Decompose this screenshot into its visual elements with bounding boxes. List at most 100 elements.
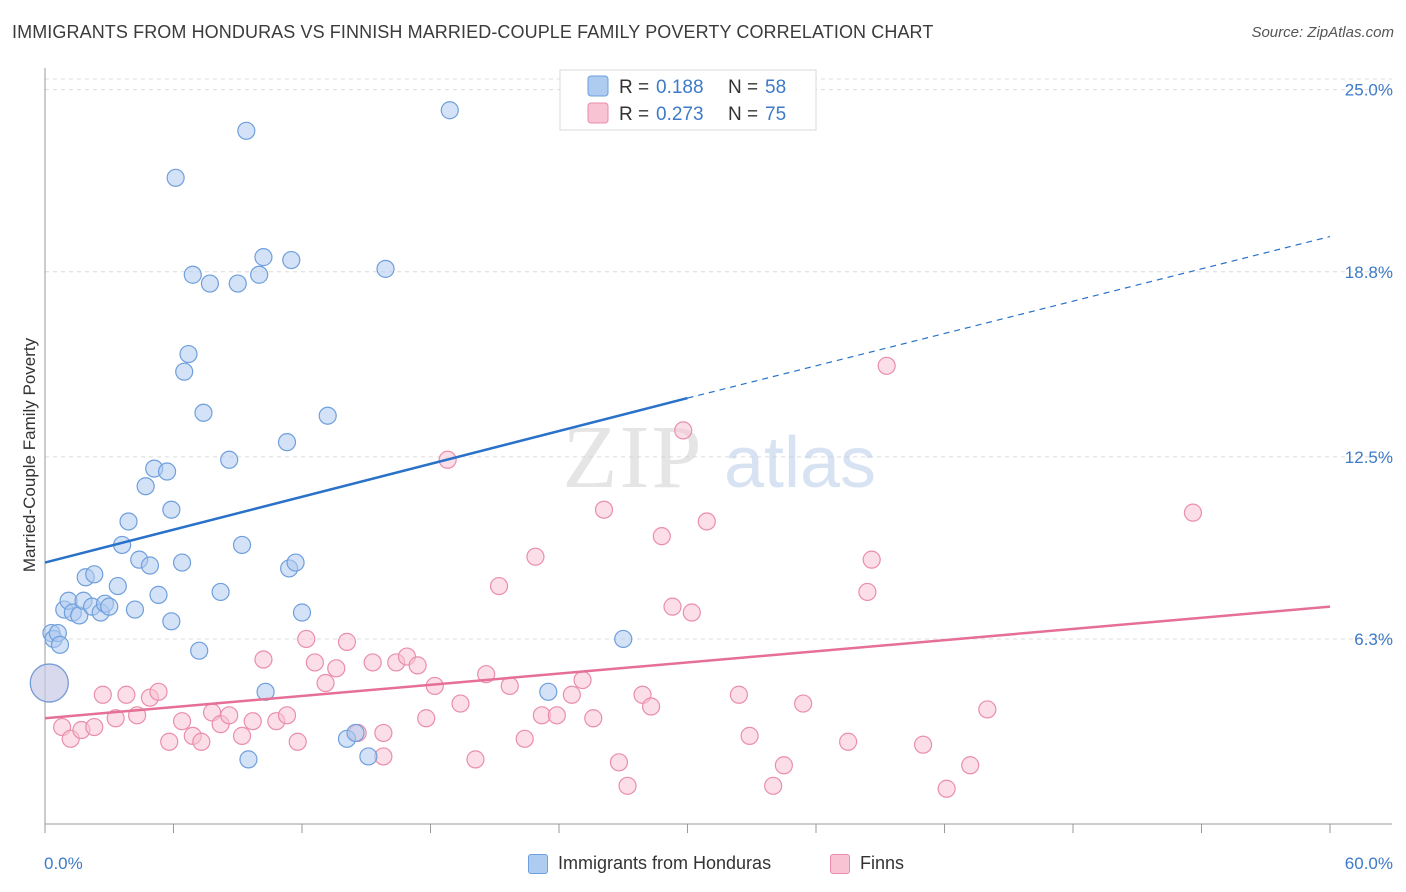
legend-r-label-finns: R = [619, 104, 649, 125]
finns-point [774, 756, 793, 775]
honduras-point [614, 629, 633, 649]
legend-bottom: Immigrants from Honduras Finns [0, 850, 1406, 880]
finns-trend-line [44, 605, 1331, 720]
finns-point [327, 659, 346, 678]
legend-swatch-honduras [587, 75, 609, 97]
finns-point [254, 650, 273, 669]
finns-point [764, 776, 783, 795]
y-tick-label: 18.8% [1345, 263, 1393, 282]
honduras-point [125, 600, 145, 619]
legend-n-label-finns: N = [728, 104, 758, 125]
finns-point [149, 682, 168, 701]
finns-point [652, 527, 671, 546]
finns-point [489, 576, 509, 596]
legend-r-value-finns: 0.273 [656, 104, 704, 125]
finns-point [862, 550, 881, 569]
finns-point [466, 750, 485, 769]
y-tick-label: 6.3% [1354, 630, 1393, 649]
honduras-point [166, 168, 185, 187]
finns-point [858, 582, 877, 602]
honduras-point [211, 582, 230, 602]
honduras-point [539, 682, 558, 701]
finns-point [337, 632, 357, 651]
honduras-trend-extension [687, 235, 1331, 399]
honduras-point [237, 121, 256, 140]
legend-item-finns: Finns [830, 853, 904, 874]
finns-point [547, 706, 566, 725]
honduras-point [136, 477, 155, 496]
chart-title: IMMIGRANTS FROM HONDURAS VS FINNISH MARR… [12, 22, 934, 42]
honduras-point [157, 462, 177, 481]
honduras-point [250, 265, 269, 284]
honduras-point [282, 250, 301, 270]
honduras-point [254, 248, 273, 267]
finns-point [117, 685, 136, 704]
finns-point [682, 603, 701, 622]
honduras-point [140, 556, 160, 575]
legend-r-label-honduras: R = [619, 77, 649, 98]
finns-point [740, 726, 759, 745]
y-axis-label-group: Married-Couple Family Poverty [20, 337, 39, 572]
honduras-point [172, 553, 192, 572]
honduras-point [179, 344, 198, 364]
finns-point [594, 500, 614, 519]
finns-point [305, 653, 324, 672]
finns-point [192, 732, 211, 751]
finns-point [839, 732, 858, 751]
finns-point [363, 653, 382, 672]
finns-point [408, 656, 427, 675]
finns-point [584, 709, 603, 728]
finns-point [641, 697, 661, 716]
honduras-point [108, 576, 127, 596]
finns-point [729, 685, 749, 704]
honduras-point [85, 565, 104, 584]
legend-bottom-swatch-honduras [528, 853, 548, 874]
finns-point [172, 712, 192, 731]
finns-point [937, 779, 956, 798]
x-tick-labels: 0.0% 60.0% [44, 854, 1393, 873]
honduras-point [175, 362, 194, 381]
finns-point [978, 700, 997, 719]
finns-point [243, 712, 262, 731]
honduras-point [162, 612, 181, 631]
finns-point [697, 512, 716, 531]
legend-r-value-honduras: 0.188 [656, 77, 704, 98]
honduras-point [232, 535, 252, 555]
honduras-point [200, 274, 220, 293]
y-tick-label: 25.0% [1345, 81, 1393, 100]
finns-point [674, 421, 693, 440]
honduras-point [149, 585, 168, 604]
finns-point [232, 726, 252, 745]
legend-bottom-swatch-finns [830, 853, 850, 874]
y-axis-label: Married-Couple Family Poverty [20, 337, 39, 572]
honduras-point [292, 603, 312, 622]
legend-swatch-finns [587, 102, 609, 124]
x-tick-label-min: 0.0% [44, 854, 83, 873]
finns-point [85, 717, 104, 737]
honduras-point [190, 641, 209, 660]
finns-point [562, 685, 581, 704]
finns-point [609, 753, 629, 772]
finns-point [1183, 503, 1203, 522]
finns-point [877, 356, 896, 375]
honduras-points [29, 101, 633, 769]
finns-point [663, 597, 682, 616]
honduras-point [286, 553, 305, 572]
finns-point [160, 732, 179, 751]
finns-point [417, 709, 436, 728]
finns-point [618, 776, 637, 795]
honduras-point [440, 101, 459, 120]
finns-point [526, 547, 545, 566]
honduras-point [100, 597, 119, 616]
finns-point [500, 676, 519, 696]
axes [44, 68, 1392, 833]
honduras-point [318, 406, 337, 425]
x-tick-label-max: 60.0% [1345, 854, 1393, 873]
source-label: Source: ZipAtlas.com [1251, 24, 1394, 41]
finns-point [297, 629, 316, 649]
finns-point [451, 694, 470, 713]
honduras-point [119, 512, 138, 531]
legend-n-value-finns: 75 [765, 104, 786, 125]
honduras-point [239, 750, 258, 769]
